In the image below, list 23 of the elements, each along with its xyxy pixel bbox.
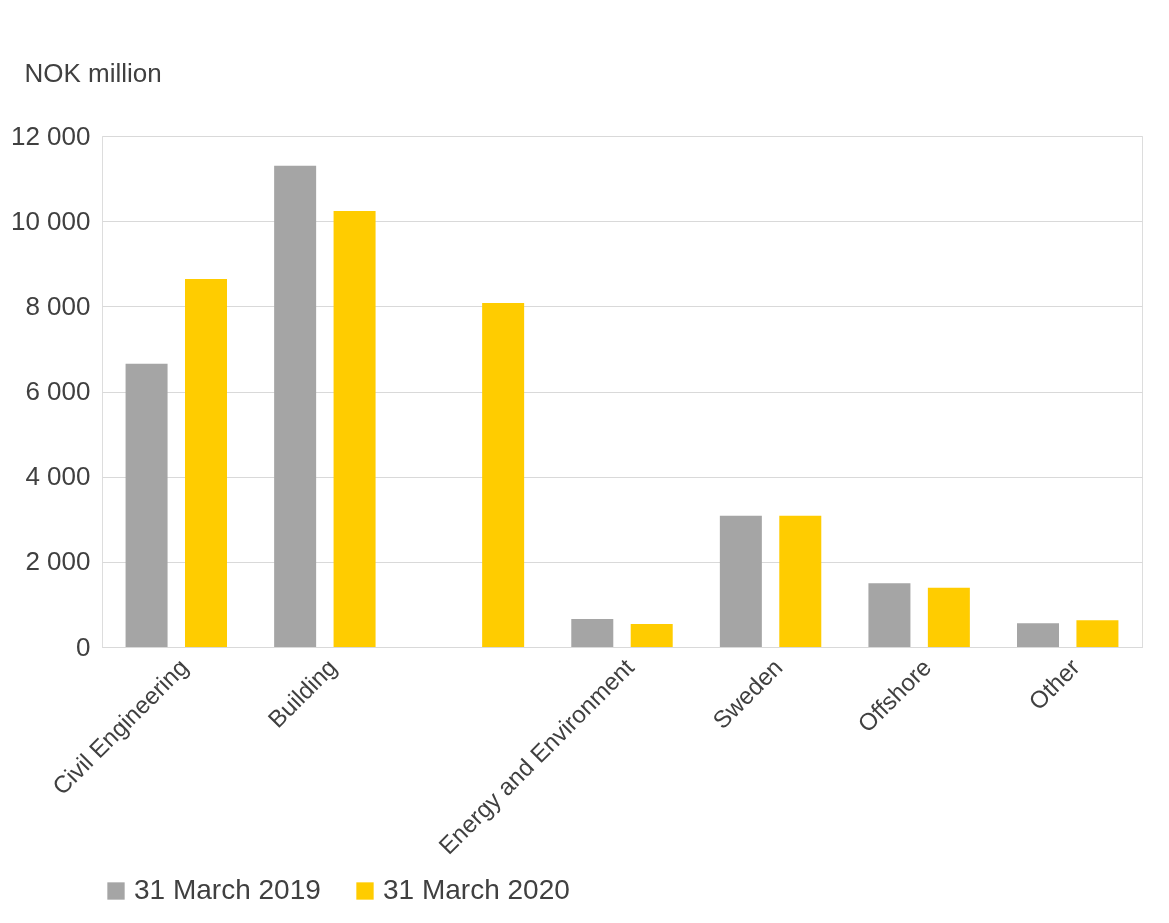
bar (1017, 623, 1059, 647)
legend-label: 31 March 2019 (134, 874, 321, 905)
bar (333, 210, 376, 647)
y-axis-title: NOK million (24, 57, 162, 88)
y-tick-label: 12 000 (10, 120, 91, 151)
bar (185, 279, 227, 647)
bar (779, 515, 822, 647)
legend-label: 31 March 2020 (383, 874, 570, 905)
bar (719, 515, 762, 647)
bar (571, 618, 614, 647)
bar (927, 587, 970, 647)
y-tick-label: 6 000 (25, 376, 91, 406)
y-tick-label: 4 000 (25, 461, 91, 492)
bar (125, 363, 168, 647)
bar (868, 583, 911, 647)
bar (482, 302, 525, 647)
bar (630, 624, 673, 647)
bar (1076, 620, 1119, 647)
y-tick-label: 8 000 (25, 290, 91, 321)
y-tick-label: 0 (76, 631, 91, 662)
y-tick-label: 2 000 (25, 546, 91, 577)
y-tick-label: 10 000 (10, 205, 91, 236)
bar (274, 165, 317, 647)
